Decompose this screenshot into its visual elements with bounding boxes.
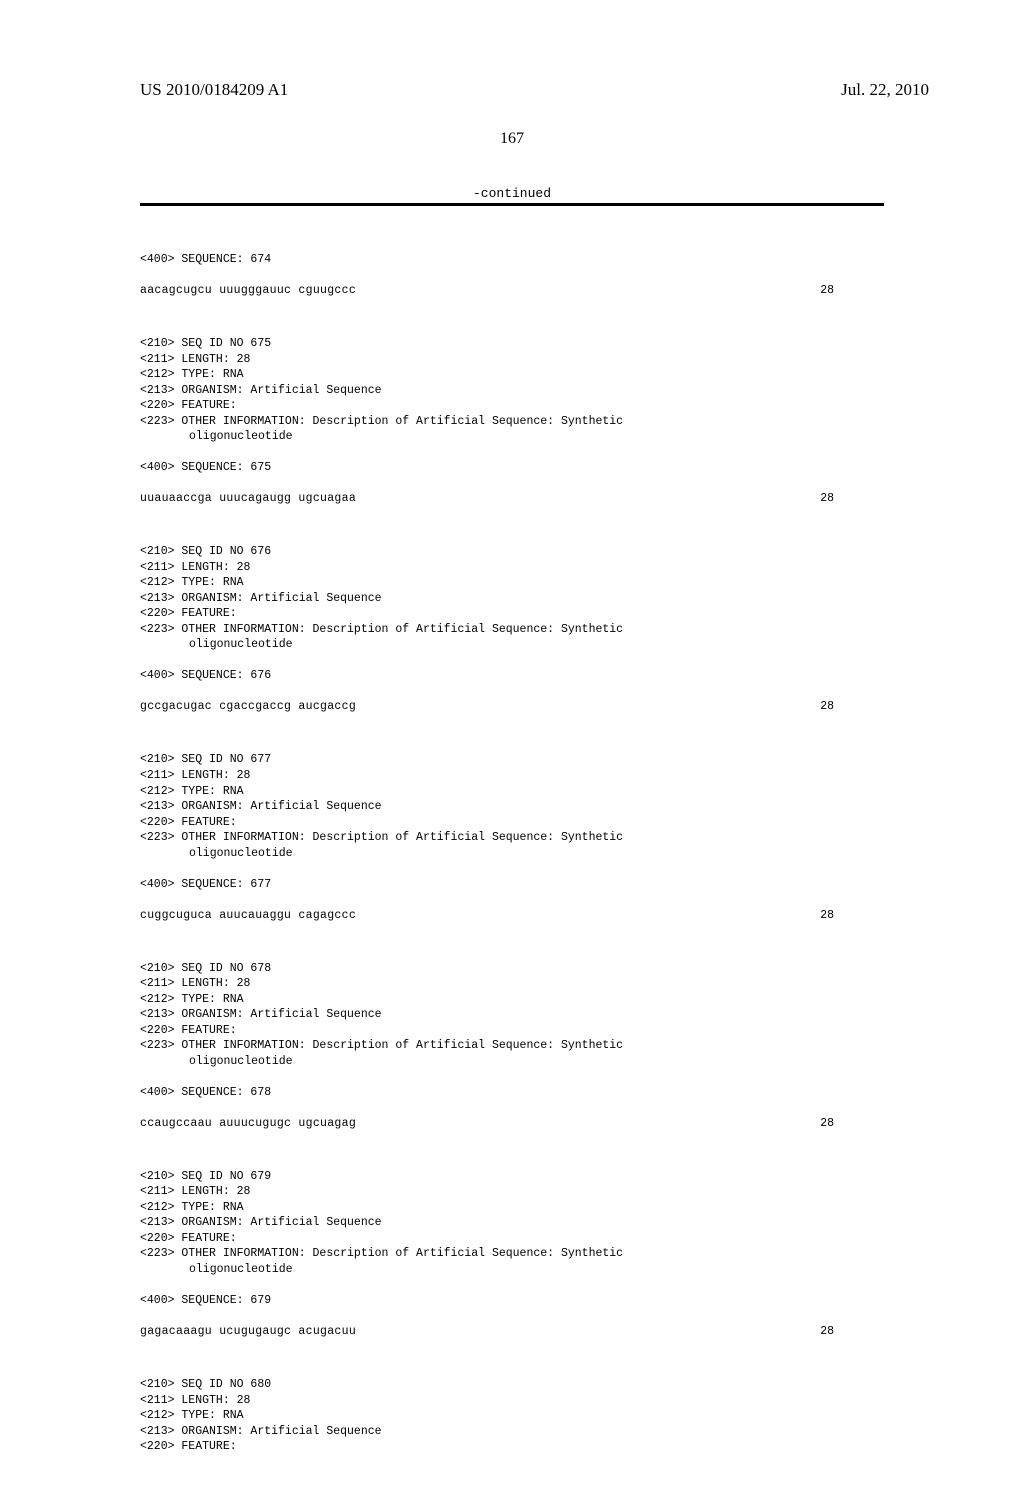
sequence-meta-line: <223> OTHER INFORMATION: Description of …: [140, 622, 884, 638]
sequence-meta-indent: oligonucleotide: [140, 637, 884, 653]
sequence-meta-line: <213> ORGANISM: Artificial Sequence: [140, 799, 884, 815]
sequence-data-line: gagacaaagu ucugugaugc acugacuu 28: [140, 1324, 884, 1340]
sequence-meta-line: <223> OTHER INFORMATION: Description of …: [140, 1038, 884, 1054]
page-header: US 2010/0184209 A1 Jul. 22, 2010: [0, 0, 1024, 100]
sequence-block: <210> SEQ ID NO 676<211> LENGTH: 28<212>…: [140, 544, 884, 715]
sequence-meta-line: <220> FEATURE:: [140, 606, 884, 622]
sequence-meta-line: <223> OTHER INFORMATION: Description of …: [140, 830, 884, 846]
sequence-data: ccaugccaau auuucugugc ugcuagag: [140, 1116, 356, 1132]
sequence-length: 28: [820, 699, 884, 715]
sequence-meta-line: <213> ORGANISM: Artificial Sequence: [140, 383, 884, 399]
sequence-meta-line: <212> TYPE: RNA: [140, 992, 884, 1008]
sequence-meta-line: <210> SEQ ID NO 679: [140, 1169, 884, 1185]
sequence-data: cuggcuguca auucauaggu cagagccc: [140, 908, 356, 924]
sequence-data: gccgacugac cgaccgaccg aucgaccg: [140, 699, 356, 715]
sequence-meta-line: <220> FEATURE:: [140, 1439, 884, 1455]
page-number: 167: [0, 130, 1024, 148]
sequence-meta-line: <210> SEQ ID NO 677: [140, 752, 884, 768]
sequence-meta-line: <223> OTHER INFORMATION: Description of …: [140, 414, 884, 430]
sequence-meta-indent: oligonucleotide: [140, 846, 884, 862]
sequence-header: <400> SEQUENCE: 674: [140, 252, 884, 268]
sequence-meta-line: <213> ORGANISM: Artificial Sequence: [140, 1424, 884, 1440]
sequence-meta-line: <220> FEATURE:: [140, 1023, 884, 1039]
sequence-block: <400> SEQUENCE: 674 aacagcugcu uuugggauu…: [140, 252, 884, 299]
publication-number: US 2010/0184209 A1: [140, 80, 288, 100]
sequence-meta-line: <211> LENGTH: 28: [140, 560, 884, 576]
publication-date: Jul. 22, 2010: [841, 80, 929, 100]
sequence-block: <210> SEQ ID NO 679<211> LENGTH: 28<212>…: [140, 1169, 884, 1340]
sequence-meta-line: <210> SEQ ID NO 678: [140, 961, 884, 977]
sequence-meta-line: <211> LENGTH: 28: [140, 1393, 884, 1409]
sequence-block: <210> SEQ ID NO 677<211> LENGTH: 28<212>…: [140, 752, 884, 923]
sequence-meta-line: <213> ORGANISM: Artificial Sequence: [140, 1007, 884, 1023]
sequence-meta-indent: oligonucleotide: [140, 1262, 884, 1278]
sequence-header: <400> SEQUENCE: 677: [140, 877, 884, 893]
sequence-data-line: aacagcugcu uuugggauuc cguugccc 28: [140, 283, 884, 299]
sequence-block: <210> SEQ ID NO 680<211> LENGTH: 28<212>…: [140, 1377, 884, 1455]
sequence-block: <210> SEQ ID NO 678<211> LENGTH: 28<212>…: [140, 961, 884, 1132]
sequence-meta-line: <211> LENGTH: 28: [140, 976, 884, 992]
sequence-header: <400> SEQUENCE: 678: [140, 1085, 884, 1101]
sequence-meta-line: <220> FEATURE:: [140, 1231, 884, 1247]
sequence-meta-line: <212> TYPE: RNA: [140, 784, 884, 800]
sequence-meta-indent: oligonucleotide: [140, 429, 884, 445]
sequence-meta-indent: oligonucleotide: [140, 1054, 884, 1070]
sequence-meta-line: <220> FEATURE:: [140, 815, 884, 831]
sequence-header: <400> SEQUENCE: 675: [140, 460, 884, 476]
sequence-length: 28: [820, 283, 884, 299]
sequence-meta-line: <211> LENGTH: 28: [140, 768, 884, 784]
sequence-meta-line: <213> ORGANISM: Artificial Sequence: [140, 591, 884, 607]
sequence-length: 28: [820, 491, 884, 507]
sequence-data-line: gccgacugac cgaccgaccg aucgaccg 28: [140, 699, 884, 715]
sequence-data-line: ccaugccaau auuucugugc ugcuagag 28: [140, 1116, 884, 1132]
sequence-meta-line: <223> OTHER INFORMATION: Description of …: [140, 1246, 884, 1262]
sequence-meta-line: <210> SEQ ID NO 680: [140, 1377, 884, 1393]
sequence-data-line: uuauaaccga uuucagaugg ugcuagaa 28: [140, 491, 884, 507]
sequence-meta-line: <220> FEATURE:: [140, 398, 884, 414]
sequence-meta-line: <212> TYPE: RNA: [140, 575, 884, 591]
sequence-meta-line: <210> SEQ ID NO 676: [140, 544, 884, 560]
sequence-length: 28: [820, 908, 884, 924]
sequence-header: <400> SEQUENCE: 679: [140, 1293, 884, 1309]
sequence-meta-line: <212> TYPE: RNA: [140, 1408, 884, 1424]
sequence-meta-line: <213> ORGANISM: Artificial Sequence: [140, 1215, 884, 1231]
sequence-listing-container: <400> SEQUENCE: 674 aacagcugcu uuugggauu…: [0, 206, 1024, 1492]
sequence-data-line: cuggcuguca auucauaggu cagagccc 28: [140, 908, 884, 924]
sequence-meta-line: <210> SEQ ID NO 675: [140, 336, 884, 352]
sequence-meta-line: <212> TYPE: RNA: [140, 367, 884, 383]
sequence-data: aacagcugcu uuugggauuc cguugccc: [140, 283, 356, 299]
sequence-data: gagacaaagu ucugugaugc acugacuu: [140, 1324, 356, 1340]
sequence-length: 28: [820, 1324, 884, 1340]
sequence-meta-line: <211> LENGTH: 28: [140, 1184, 884, 1200]
sequence-meta-line: <212> TYPE: RNA: [140, 1200, 884, 1216]
sequence-data: uuauaaccga uuucagaugg ugcuagaa: [140, 491, 356, 507]
sequence-header: <400> SEQUENCE: 676: [140, 668, 884, 684]
sequence-length: 28: [820, 1116, 884, 1132]
sequence-meta-line: <211> LENGTH: 28: [140, 352, 884, 368]
sequence-block: <210> SEQ ID NO 675<211> LENGTH: 28<212>…: [140, 336, 884, 507]
continued-label: -continued: [0, 186, 1024, 201]
